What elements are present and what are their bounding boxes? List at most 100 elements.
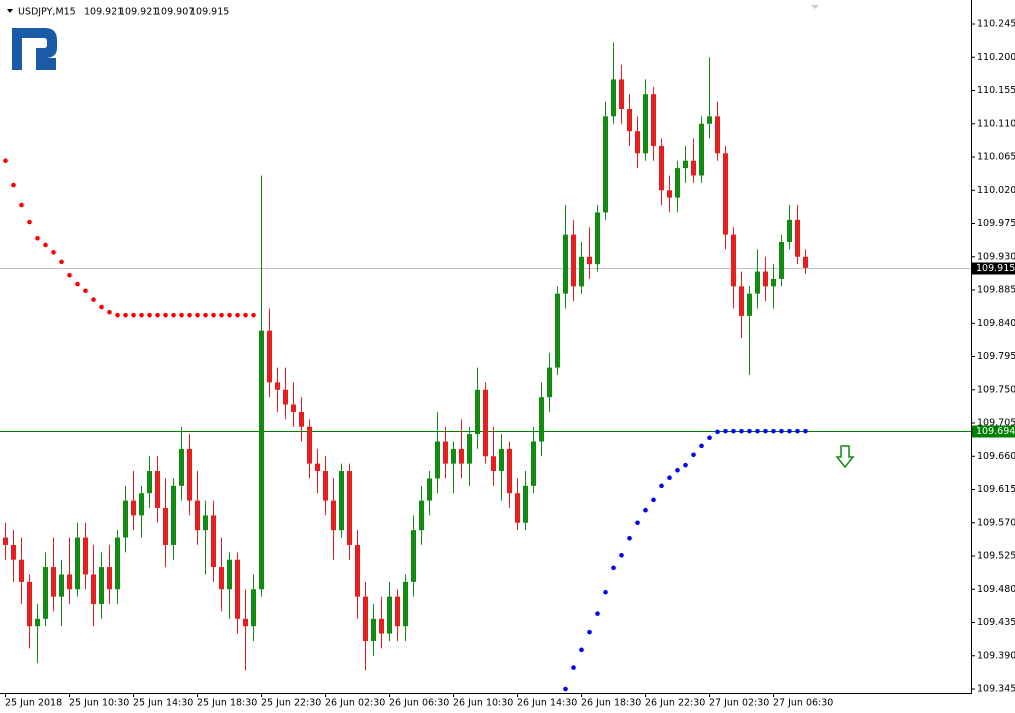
candle-body bbox=[123, 500, 128, 538]
y-tick-label: 109.975 bbox=[977, 218, 1015, 229]
candle-body bbox=[515, 493, 520, 523]
candle-body bbox=[363, 596, 368, 641]
candle-body bbox=[35, 618, 40, 627]
scroll-marker bbox=[811, 5, 819, 9]
x-tick-label: 25 Jun 2018 bbox=[5, 698, 62, 709]
candle-body bbox=[795, 219, 800, 257]
sar-dot bbox=[675, 468, 680, 473]
candle-body bbox=[243, 618, 248, 627]
sar-dot bbox=[179, 312, 184, 318]
candle-body bbox=[627, 108, 632, 132]
quote-low: 109.907 bbox=[155, 7, 194, 18]
candle-body bbox=[787, 219, 792, 242]
sar-dot bbox=[11, 182, 16, 188]
candle-body bbox=[427, 478, 432, 501]
x-tick-label: 26 Jun 10:30 bbox=[453, 698, 513, 709]
candle-body bbox=[563, 234, 568, 294]
y-tick-label: 109.480 bbox=[977, 584, 1015, 595]
candle-body bbox=[603, 116, 608, 213]
sar-dot bbox=[803, 428, 808, 434]
candle-body bbox=[779, 241, 784, 279]
candle-body bbox=[803, 256, 808, 268]
candle-body bbox=[235, 559, 240, 619]
sar-dot bbox=[59, 259, 64, 265]
candle-body bbox=[219, 567, 224, 590]
sar-dot bbox=[187, 312, 192, 318]
sar-dot bbox=[795, 428, 800, 434]
candle-body bbox=[251, 589, 256, 627]
candle-body bbox=[67, 574, 72, 590]
x-tick-label: 25 Jun 14:30 bbox=[133, 698, 193, 709]
candle-body bbox=[59, 574, 64, 597]
y-tick-label: 109.615 bbox=[977, 484, 1015, 495]
y-tick-label: 110.110 bbox=[977, 118, 1015, 129]
candle-body bbox=[347, 471, 352, 545]
x-tick-label: 25 Jun 10:30 bbox=[69, 698, 129, 709]
candle-body bbox=[419, 500, 424, 531]
candle-body bbox=[659, 145, 664, 191]
symbol: USDJPY,M15 bbox=[18, 7, 76, 18]
candle-body bbox=[651, 94, 656, 146]
candle-body bbox=[667, 190, 672, 198]
candle-body bbox=[675, 168, 680, 198]
sar-dot bbox=[643, 507, 648, 513]
candle-body bbox=[443, 441, 448, 464]
sar-dot bbox=[683, 462, 688, 468]
candle-body bbox=[307, 426, 312, 464]
y-tick-label: 109.435 bbox=[977, 617, 1015, 628]
candle-body bbox=[555, 293, 560, 368]
menu-triangle[interactable] bbox=[7, 9, 13, 13]
sar-dot bbox=[739, 428, 744, 434]
candle-body bbox=[715, 116, 720, 154]
candle-body bbox=[331, 500, 336, 531]
candle-body bbox=[155, 471, 160, 508]
sar-dot bbox=[139, 312, 144, 318]
logo bbox=[12, 28, 57, 70]
candle-body bbox=[115, 537, 120, 590]
candle-body bbox=[291, 404, 296, 412]
candle-body bbox=[283, 389, 288, 405]
x-tick-label: 27 Jun 06:30 bbox=[773, 698, 833, 709]
candle-body bbox=[491, 456, 496, 472]
sar-dot bbox=[83, 288, 88, 294]
candle-body bbox=[43, 567, 48, 619]
sar-dot bbox=[219, 312, 224, 318]
y-tick-label: 109.840 bbox=[977, 318, 1015, 329]
sar-dot bbox=[155, 312, 160, 318]
sar-dot bbox=[75, 281, 80, 287]
y-tick-label: 109.885 bbox=[977, 285, 1015, 296]
y-tick-label: 109.705 bbox=[977, 418, 1015, 429]
quote-close: 109.915 bbox=[190, 7, 229, 18]
candle-body bbox=[275, 382, 280, 390]
candle-body bbox=[379, 618, 384, 634]
sar-dot bbox=[579, 647, 584, 653]
sar-dot bbox=[27, 219, 32, 225]
candle-body bbox=[259, 330, 264, 590]
x-tick-label: 26 Jun 14:30 bbox=[517, 698, 577, 709]
candle-body bbox=[203, 515, 208, 531]
x-tick-label: 26 Jun 22:30 bbox=[645, 698, 705, 709]
level-label: 109.694 bbox=[976, 426, 1015, 437]
sar-dot bbox=[211, 312, 216, 318]
sar-dot bbox=[691, 452, 696, 458]
bid-label: 109.915 bbox=[976, 263, 1015, 274]
y-tick-label: 110.200 bbox=[977, 52, 1015, 63]
candle-body bbox=[459, 448, 464, 464]
y-tick-label: 110.155 bbox=[977, 85, 1015, 96]
candle-body bbox=[395, 596, 400, 627]
candle-body bbox=[403, 581, 408, 627]
sar-dot bbox=[595, 611, 600, 616]
candle-body bbox=[587, 256, 592, 265]
level-box bbox=[972, 425, 1015, 438]
sar-dot bbox=[763, 428, 768, 434]
sar-dot bbox=[99, 304, 104, 310]
candle-body bbox=[451, 448, 456, 464]
bid-box bbox=[972, 262, 1015, 275]
y-tick-label: 109.525 bbox=[977, 551, 1015, 562]
x-tick-label: 25 Jun 18:30 bbox=[197, 698, 257, 709]
y-tick-label: 109.570 bbox=[977, 517, 1015, 528]
candle-body bbox=[51, 567, 56, 597]
candle-body bbox=[483, 389, 488, 457]
candle-body bbox=[411, 530, 416, 582]
